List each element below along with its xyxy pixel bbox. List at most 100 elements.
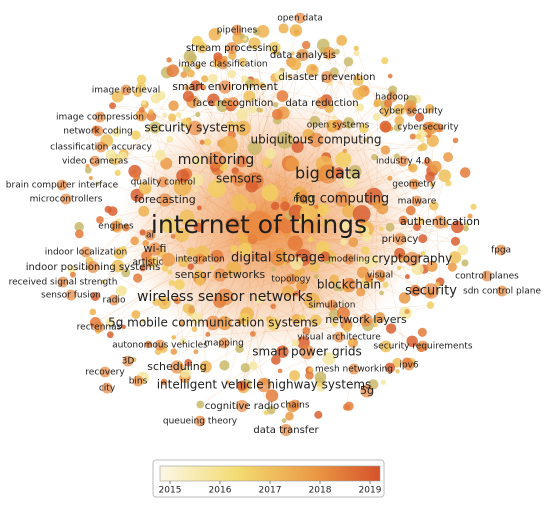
node-circle [216,288,234,306]
node-circle [409,133,416,140]
node-circle [362,232,372,242]
node-circle [122,355,134,367]
node-label: hadoop [375,93,409,103]
node-circle [360,225,370,235]
node-circle [219,135,238,154]
node-circle [209,264,215,270]
colorbar-tick-label: 2016 [209,486,232,496]
node-circle [438,169,452,183]
colorbar-gradient [159,465,381,482]
node-circle [429,181,435,188]
node-circle [356,287,366,297]
node-circle [219,360,230,371]
node-circle [380,379,386,385]
node-circle [278,217,295,234]
node-circle [459,167,471,178]
node-circle [270,250,286,266]
node-circle [425,103,435,114]
node-circle [322,352,336,366]
node-label: video cameras [62,157,128,167]
node-circle [348,165,362,178]
node-circle [101,382,113,394]
node-circle [326,299,338,311]
node-circle [210,249,224,263]
node-circle [236,380,248,391]
node-label: classification accuracy [50,143,152,153]
node-circle [176,169,190,183]
node-circle [237,232,246,241]
node-circle [161,252,176,267]
node-label: bins [129,377,148,387]
node-circle [415,112,425,122]
node-label: forecasting [134,193,196,206]
node-circle [289,58,302,71]
node-circle [186,69,195,78]
node-circle [158,193,172,207]
node-label: topology [271,275,311,285]
node-label: open systems [307,121,370,131]
node-label: sensors [216,172,262,186]
node-label: blockchain [317,278,381,292]
node-circle [157,176,169,188]
node-circle [404,308,410,315]
node-label: 5g [360,384,374,397]
node-label: quality control [131,178,196,188]
node-label: sensor networks [175,268,266,281]
node-circle [304,219,319,234]
node-circle [405,105,417,117]
node-label: brain computer interface [6,181,119,191]
node-label: data analysis [270,50,336,61]
node-circle [417,327,427,337]
node-circle [149,121,162,134]
node-label: sdn control plane [463,287,541,297]
node-circle [261,157,271,167]
node-circle [84,166,92,174]
node-circle [138,205,150,217]
node-circle [321,217,332,228]
node-circle [305,371,314,380]
node-circle [314,410,323,419]
node-circle [187,263,194,270]
node-label: radio [103,296,126,306]
node-circle [282,285,295,298]
node-circle [316,203,330,216]
node-label: modeling [328,255,370,265]
node-circle [291,140,304,153]
node-circle [122,223,130,232]
node-label: artistic [133,258,164,268]
node-circle [336,306,350,320]
node-label: mapping [204,339,244,349]
node-circle [451,220,464,234]
node-circle [265,389,279,402]
node-circle [417,217,425,225]
node-circle [191,326,198,332]
node-label: smart power grids [252,345,361,359]
node-circle [334,191,350,207]
node-circle [403,359,415,371]
node-circle [338,287,343,292]
node-circle [144,229,156,241]
node-circle [89,155,101,167]
node-circle [329,274,339,285]
node-circle [174,279,185,290]
edge [334,71,417,100]
node-circle [226,42,238,54]
node-circle [243,90,256,103]
node-label: smart environment [172,80,278,93]
node-label: ai [146,231,154,241]
node-label: cryptography [372,252,453,266]
node-circle [271,355,281,365]
node-circle [119,286,127,295]
node-circle [277,368,283,374]
node-circle [344,401,354,411]
node-circle [285,157,300,172]
node-circle [253,28,261,36]
node-circle [394,115,404,126]
node-circle [182,90,195,102]
node-circle [470,203,477,210]
node-label: security requirements [373,342,472,352]
node-circle [420,251,426,257]
node-circle [120,245,127,253]
node-circle [343,253,355,265]
